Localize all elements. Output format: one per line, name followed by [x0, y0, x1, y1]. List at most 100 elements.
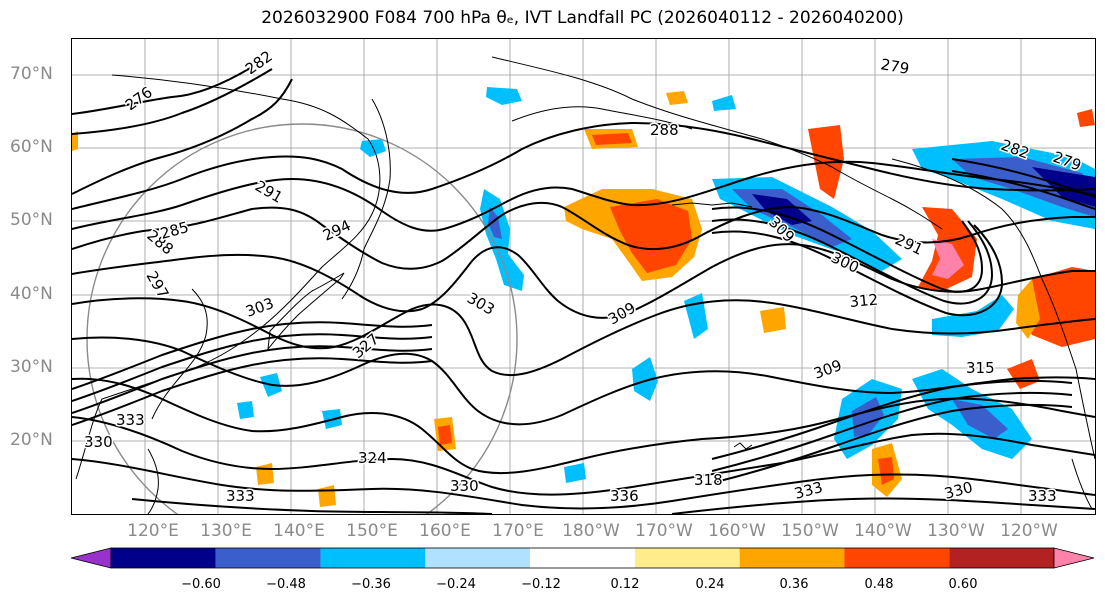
contour-line	[72, 297, 1095, 376]
radius-circle-icon	[86, 123, 518, 514]
contour-line	[72, 121, 1095, 210]
shade-patch	[684, 293, 708, 339]
contour-label: 288	[650, 121, 679, 139]
lon-label: 170°E	[492, 521, 544, 541]
colorbar	[70, 547, 1095, 569]
colorbar-bin	[844, 548, 950, 568]
shade-patch	[632, 357, 658, 401]
contour-label: 294	[320, 216, 354, 244]
contour-line	[711, 224, 1004, 317]
contour-line	[951, 158, 1095, 198]
colorbar-tick-label: 0.60	[948, 577, 978, 592]
contour-line	[72, 243, 1095, 319]
lon-label: 170°W	[635, 521, 693, 541]
shade-patch	[486, 87, 522, 105]
colorbar-bin	[530, 548, 635, 568]
colorbar-tick-label: −0.48	[266, 577, 306, 592]
lat-label: 20°N	[10, 430, 53, 450]
contour-label: 336	[610, 487, 639, 505]
colorbar-bin	[215, 548, 321, 568]
contour-label: 312	[849, 291, 879, 311]
contour-line	[72, 78, 293, 195]
contour-line	[72, 336, 1095, 426]
lon-label: 160°W	[708, 521, 766, 541]
contour-label: 291	[252, 177, 286, 207]
contour-label: 327	[349, 330, 383, 362]
contour-label: 330	[942, 478, 974, 503]
contour-label: 333	[1028, 487, 1057, 505]
lon-label: 130°E	[200, 521, 252, 541]
contour-label: 291	[892, 230, 926, 258]
contour-label: 303	[464, 289, 498, 319]
colorbar-over-arrow	[1053, 547, 1095, 569]
contour-line	[72, 201, 1095, 270]
shade-patch	[1016, 279, 1040, 339]
lat-label: 70°N	[10, 64, 53, 84]
colorbar-bin	[425, 548, 531, 568]
shade-patch	[712, 95, 736, 111]
contour-line	[72, 66, 253, 115]
colorbar-bin	[949, 548, 1054, 568]
shade-patch	[1020, 267, 1095, 347]
contour-line	[711, 391, 1073, 472]
contour-label: 324	[358, 449, 387, 467]
shade-patch	[932, 239, 964, 279]
colorbar-tick-label: −0.36	[351, 577, 391, 592]
contour-label: 276	[122, 83, 156, 114]
colorbar-bin	[320, 548, 426, 568]
contour-label: 309	[811, 356, 844, 383]
shade-patch	[72, 131, 78, 151]
shade-patch	[610, 199, 692, 273]
lat-label: 30°N	[10, 357, 53, 377]
shade-patch	[592, 133, 632, 145]
contour-line	[72, 357, 433, 426]
contour-line	[72, 345, 433, 414]
shading-layer	[72, 87, 1095, 507]
colorbar-tick-label: 0.48	[864, 577, 894, 592]
contour-label: 330	[84, 433, 113, 451]
contour-line	[711, 403, 1073, 484]
contour-line	[72, 68, 273, 135]
contour-label: 282	[242, 47, 276, 78]
contour-line	[72, 458, 1095, 510]
lat-label: 50°N	[10, 210, 53, 230]
contour-layer	[72, 66, 1095, 514]
lon-label: 130°W	[927, 521, 985, 541]
shade-patch	[932, 295, 1014, 337]
lat-label: 60°N	[10, 137, 53, 157]
contour-label: 318	[694, 471, 723, 489]
shade-patch	[760, 307, 786, 333]
colorbar-tick-label: −0.60	[181, 577, 221, 592]
contour-line	[72, 333, 433, 402]
colorbar-bin	[634, 548, 740, 568]
colorbar-bin	[739, 548, 845, 568]
lon-label: 150°W	[781, 521, 839, 541]
lon-label: 140°W	[854, 521, 912, 541]
contour-label: 333	[116, 411, 145, 429]
shade-patch	[256, 463, 274, 485]
shade-patch	[564, 463, 586, 483]
contour-line	[72, 321, 433, 390]
lon-label: 180°W	[562, 521, 620, 541]
shade-patch	[237, 401, 254, 419]
shade-patch	[1007, 359, 1040, 389]
contour-line	[131, 498, 493, 514]
lon-label: 120°E	[127, 521, 179, 541]
colorbar-tick-label: 0.36	[779, 577, 809, 592]
shade-patch	[438, 425, 452, 445]
contour-line	[711, 206, 984, 293]
colorbar-tick-label: 0.24	[695, 577, 725, 592]
colorbar-under-arrow	[70, 547, 112, 569]
contour-line	[72, 377, 1095, 475]
contour-label: 333	[226, 487, 255, 505]
contour-label: 330	[450, 477, 479, 495]
shade-patch	[1077, 109, 1095, 127]
map-title: 2026032900 F084 700 hPa θₑ, IVT Landfall…	[261, 8, 904, 28]
contour-line	[951, 170, 1095, 210]
contour-label: 297	[143, 268, 173, 302]
colorbar-tick-label: −0.12	[521, 577, 561, 592]
contour-line	[671, 497, 1095, 514]
map-panel: 276 282 279 288 285 282 279 288 294 297 291 303 309 3…	[71, 38, 1096, 515]
shade-patch	[752, 194, 812, 225]
